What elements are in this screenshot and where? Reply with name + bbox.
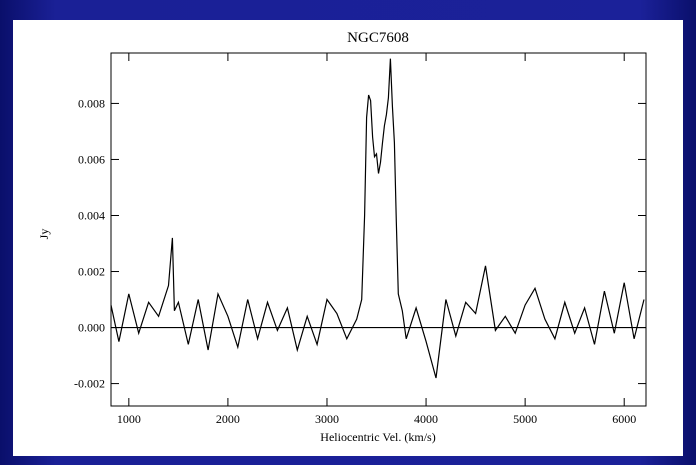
series-line	[110, 58, 645, 379]
x-tick-label: 6000	[612, 412, 636, 426]
chart-title: NGC7608	[347, 30, 409, 46]
x-tick-label: 2000	[216, 412, 240, 426]
x-tick-label: 4000	[414, 412, 438, 426]
y-tick-label: 0.004	[78, 208, 105, 222]
y-tick-label: 0.000	[78, 321, 105, 335]
y-tick-label: 0.006	[78, 152, 105, 166]
x-axis-label: Heliocentric Vel. (km/s)	[320, 430, 435, 444]
axis-ticks: 1000 2000 3000 4000 5000 6000 -0.002 0.000 0.002…	[74, 53, 646, 426]
chart-panel	[13, 20, 683, 456]
x-tick-label: 1000	[117, 412, 141, 426]
y-tick-label: -0.002	[74, 377, 105, 391]
x-tick-label: 5000	[513, 412, 537, 426]
plot-frame	[110, 52, 647, 407]
x-tick-label: 3000	[315, 412, 339, 426]
y-axis-label: Jy	[37, 229, 51, 240]
y-tick-label: 0.008	[78, 96, 105, 110]
y-tick-label: 0.002	[78, 265, 105, 279]
